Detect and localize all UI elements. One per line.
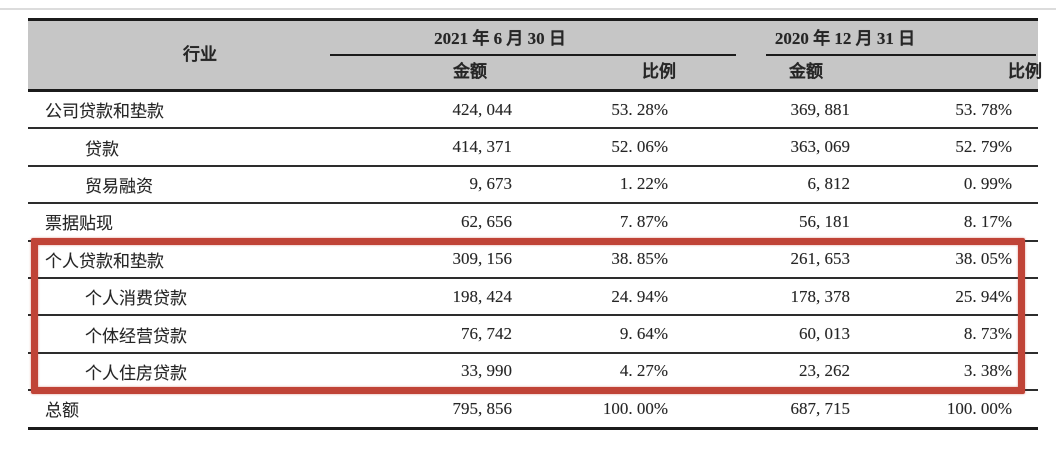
ratio-2020: 0. 99%: [963, 174, 1012, 194]
scan-artifact-line: [0, 8, 1056, 10]
ratio-2021: 100. 00%: [602, 398, 668, 418]
amount-2021: 9, 673: [469, 174, 513, 194]
table-body: 公司贷款和垫款 424, 044 53. 28% 369, 881 53. 78…: [28, 92, 1038, 430]
table-header: 行业 2021 年 6 月 30 日 2020 年 12 月 31 日 金额 比…: [28, 21, 1042, 92]
table-row-personal-housing: 个人住房贷款 33, 990 4. 27% 23, 262 3. 38%: [28, 354, 1038, 392]
row-label: 个人贷款和垫款: [45, 251, 164, 271]
amount-2021: 33, 990: [461, 361, 512, 381]
amount-2020: 261, 653: [790, 249, 851, 269]
ratio-2021: 1. 22%: [619, 174, 668, 194]
ratio-2021: 4. 27%: [619, 361, 668, 381]
row-label: 个人消费贷款: [85, 289, 187, 309]
header-ratio-2021: 比例: [642, 62, 676, 81]
amount-2021: 309, 156: [452, 249, 513, 269]
table-row-bill-discount: 票据贴现 62, 656 7. 87% 56, 181 8. 17%: [28, 204, 1038, 242]
ratio-2020: 8. 73%: [963, 324, 1012, 344]
row-label: 票据贴现: [45, 214, 113, 234]
ratio-2020: 100. 00%: [946, 398, 1012, 418]
amount-2020: 23, 262: [799, 361, 850, 381]
header-industry: 行业: [183, 45, 217, 64]
table-row-personal-consumption: 个人消费贷款 198, 424 24. 94% 178, 378 25. 94%: [28, 279, 1038, 317]
amount-2020: 56, 181: [799, 211, 850, 231]
ratio-2020: 52. 79%: [955, 137, 1012, 157]
ratio-2020: 38. 05%: [955, 249, 1012, 269]
header-date-2020: 2020 年 12 月 31 日: [774, 29, 916, 48]
header-amount-2021: 金额: [453, 62, 487, 81]
amount-2021: 62, 656: [461, 211, 512, 231]
row-label: 贸易融资: [85, 176, 153, 196]
table-row-total: 总额 795, 856 100. 00% 687, 715 100. 00%: [28, 391, 1038, 430]
ratio-2021: 7. 87%: [619, 211, 668, 231]
amount-2020: 369, 881: [790, 99, 851, 119]
amount-2021: 424, 044: [452, 99, 513, 119]
ratio-2021: 24. 94%: [611, 286, 668, 306]
amount-2020: 60, 013: [799, 324, 850, 344]
ratio-2021: 9. 64%: [619, 324, 668, 344]
amount-2021: 414, 371: [452, 137, 513, 157]
ratio-2021: 52. 06%: [611, 137, 668, 157]
row-label: 公司贷款和垫款: [45, 102, 164, 122]
header-amount-2020: 金额: [789, 62, 823, 81]
row-label: 总额: [45, 401, 79, 421]
row-label: 贷款: [85, 139, 119, 159]
header-underline-2021: [330, 54, 736, 56]
ratio-2020: 8. 17%: [963, 211, 1012, 231]
amount-2021: 198, 424: [452, 286, 513, 306]
amount-2021: 795, 856: [452, 398, 513, 418]
ratio-2021: 38. 85%: [611, 249, 668, 269]
table-row-loans: 贷款 414, 371 52. 06% 363, 069 52. 79%: [28, 129, 1038, 167]
table-row-personal-loans: 个人贷款和垫款 309, 156 38. 85% 261, 653 38. 05…: [28, 242, 1038, 279]
amount-2020: 6, 812: [807, 174, 851, 194]
amount-2020: 363, 069: [790, 137, 851, 157]
loans-by-industry-table: 行业 2021 年 6 月 30 日 2020 年 12 月 31 日 金额 比…: [28, 18, 1042, 430]
amount-2020: 687, 715: [790, 398, 851, 418]
amount-2020: 178, 378: [790, 286, 851, 306]
ratio-2020: 3. 38%: [963, 361, 1012, 381]
header-date-2021: 2021 年 6 月 30 日: [434, 29, 566, 48]
ratio-2020: 25. 94%: [955, 286, 1012, 306]
row-label: 个体经营贷款: [85, 326, 187, 346]
row-label: 个人住房贷款: [85, 363, 187, 383]
header-ratio-2020: 比例: [1008, 62, 1042, 81]
ratio-2021: 53. 28%: [611, 99, 668, 119]
amount-2021: 76, 742: [461, 324, 512, 344]
table-row-individual-business: 个体经营贷款 76, 742 9. 64% 60, 013 8. 73%: [28, 316, 1038, 354]
header-underline-2020: [766, 54, 1036, 56]
table-row-corporate-loans: 公司贷款和垫款 424, 044 53. 28% 369, 881 53. 78…: [28, 92, 1038, 130]
table-row-trade-finance: 贸易融资 9, 673 1. 22% 6, 812 0. 99%: [28, 167, 1038, 205]
ratio-2020: 53. 78%: [955, 99, 1012, 119]
